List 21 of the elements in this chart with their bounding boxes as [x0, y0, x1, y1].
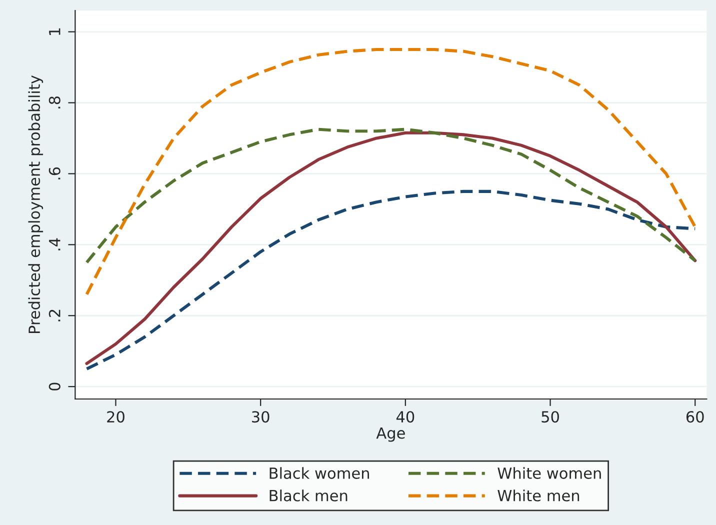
y-tick-label: .4	[49, 238, 60, 250]
line-series	[85, 190, 697, 370]
y-tick-label: .2	[48, 310, 60, 322]
x-tick-label: 30	[252, 411, 270, 423]
y-tick-label: .6	[48, 167, 60, 180]
x-axis-title: Age	[376, 427, 405, 442]
legend-label: White women	[498, 467, 601, 479]
x-tick-label: 20	[107, 411, 124, 423]
line-series	[85, 131, 697, 366]
line-series	[85, 48, 697, 296]
y-tick-label: .8	[48, 96, 60, 108]
x-tick-label: 40	[396, 411, 414, 423]
line-series	[85, 128, 697, 264]
legend-label: Black women	[270, 467, 369, 479]
legend-label: White men	[498, 490, 580, 502]
y-tick-label: 0	[48, 382, 60, 390]
x-tick-label: 60	[686, 411, 704, 423]
x-tick-label: 50	[542, 411, 559, 423]
y-axis-title: Predicted employment probability	[28, 75, 44, 334]
y-tick-label: 1	[49, 28, 60, 35]
legend-label: Black men	[270, 490, 348, 502]
